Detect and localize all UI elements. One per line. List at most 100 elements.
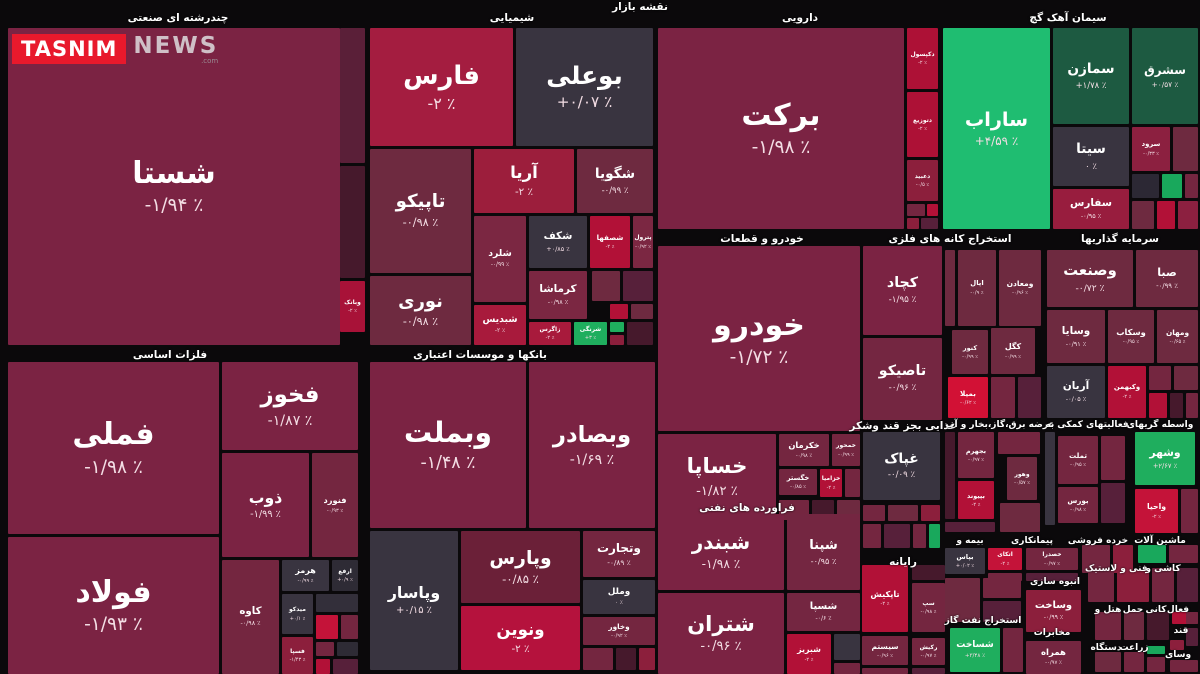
stock-tile[interactable]: سیستم -۰/۹۶ ٪ <box>862 636 908 665</box>
stock-tile[interactable]: ذوب -۱/۹۹ ٪ <box>222 453 309 557</box>
stock-tile[interactable]: خمحور -۰/۹۹ ٪ <box>832 434 860 466</box>
stock-tile[interactable]: بمیلا -۰/۶۲ ٪ <box>948 377 988 418</box>
stock-tile[interactable]: فسپا -۱/۴۳ ٪ <box>282 637 313 674</box>
stock-tile[interactable]: شگویا -۰/۹۹ ٪ <box>577 149 653 213</box>
stock-tile[interactable]: هرمز -۰/۹۹ ٪ <box>282 560 329 591</box>
stock-tile[interactable]: سشرق +۰/۵۷ ٪ <box>1132 28 1198 124</box>
stock-tile-small <box>1178 201 1198 229</box>
stock-name: دتوزیع <box>913 116 932 124</box>
stock-tile[interactable]: ارفع +۰/۹ ٪ <box>332 560 358 591</box>
stock-tile[interactable]: آریان -۰/۰۵ ٪ <box>1047 366 1105 418</box>
stock-tile[interactable]: وصنعت -۰/۷۲ ٪ <box>1047 250 1133 307</box>
section-header: استخراج نفت گاز <box>944 616 1022 626</box>
stock-tile[interactable]: وبصادر -۱/۶۹ ٪ <box>529 362 655 528</box>
stock-tile[interactable]: وپاسار +۰/۱۵ ٪ <box>370 531 458 670</box>
stock-change: -۲ ٪ <box>918 60 927 66</box>
stock-tile[interactable]: شساخت +۳/۴۸ ٪ <box>950 628 1000 672</box>
stock-tile[interactable]: سفارس -۰/۹۵ ٪ <box>1053 189 1129 229</box>
stock-tile[interactable]: کرماشا -۰/۹۸ ٪ <box>529 271 587 319</box>
stock-tile[interactable]: صبا -۰/۹۹ ٪ <box>1136 250 1198 307</box>
stock-tile[interactable]: دعبید -۰/۵ ٪ <box>907 160 938 201</box>
stock-tile[interactable]: شسپا -۰/۶ ٪ <box>787 593 860 631</box>
stock-tile[interactable]: خساپا -۱/۸۲ ٪ <box>658 434 776 520</box>
stock-tile[interactable]: شکف +۰/۸۵ ٪ <box>529 216 587 268</box>
stock-change: -۱/۹۹ ٪ <box>250 509 281 521</box>
stock-tile[interactable]: خزامیا -۲ ٪ <box>820 469 842 497</box>
stock-tile[interactable]: رکیش -۰/۹۷ ٪ <box>912 638 945 665</box>
stock-tile[interactable]: شصفها -۲ ٪ <box>590 216 630 268</box>
stock-tile[interactable]: وتجارت -۰/۸۹ ٪ <box>583 531 655 577</box>
stock-tile[interactable]: بجهرم -۰/۹۷ ٪ <box>958 432 994 478</box>
stock-tile[interactable]: ومهان -۰/۶۵ ٪ <box>1157 310 1198 363</box>
stock-tile[interactable]: تاپکیش -۲ ٪ <box>862 565 908 632</box>
stock-tile[interactable]: زاگرس -۲ ٪ <box>529 322 571 345</box>
stock-tile[interactable]: شبدیس -۲ ٪ <box>474 305 526 345</box>
stock-name: وبملت <box>403 416 492 450</box>
stock-tile[interactable]: تاصیکو -۰/۹۶ ٪ <box>863 338 942 420</box>
stock-tile[interactable]: خودرو -۱/۷۲ ٪ <box>658 246 860 431</box>
stock-tile[interactable]: وملل ۰ ٪ <box>583 580 655 614</box>
stock-change: -۲ ٪ <box>971 501 981 508</box>
stock-tile[interactable]: وخاور -۰/۹۲ ٪ <box>583 617 655 645</box>
stock-tile[interactable]: وهور -۰/۵۷ ٪ <box>1007 457 1037 500</box>
stock-name: بمیلا <box>960 388 976 398</box>
stock-tile[interactable]: دکپسول -۲ ٪ <box>907 28 938 89</box>
stock-tile[interactable]: شبریز -۲ ٪ <box>787 634 831 674</box>
stock-change: -۱/۷۲ ٪ <box>729 347 789 369</box>
stock-tile[interactable]: پترول -۰/۹۲ ٪ <box>633 216 653 268</box>
stock-tile[interactable]: شبندر -۱/۹۸ ٪ <box>658 514 784 590</box>
stock-tile[interactable]: شلرد -۰/۹۹ ٪ <box>474 216 526 302</box>
stock-tile[interactable]: ومعادن -۰/۹۶ ٪ <box>999 250 1041 326</box>
stock-tile[interactable]: وساخت -۰/۹۹ ٪ <box>1026 590 1081 632</box>
stock-tile[interactable]: فولاد -۱/۹۳ ٪ <box>8 537 219 674</box>
stock-tile[interactable]: اتکای -۲ ٪ <box>988 548 1022 570</box>
stock-tile[interactable]: بپاس +۰/۰۲ ٪ <box>945 548 985 574</box>
stock-tile[interactable]: تاپیکو -۰/۹۸ ٪ <box>370 149 471 273</box>
stock-tile[interactable]: سمازن +۱/۷۸ ٪ <box>1053 28 1129 124</box>
stock-tile[interactable]: فخوز -۱/۸۷ ٪ <box>222 362 358 450</box>
stock-tile[interactable]: وبانک -۲ ٪ <box>340 281 365 332</box>
stock-tile[interactable]: شتران -۰/۹۶ ٪ <box>658 593 784 674</box>
stock-tile[interactable]: ونوین -۲ ٪ <box>461 606 580 670</box>
stock-tile[interactable]: وسکاب -۰/۹۵ ٪ <box>1108 310 1154 363</box>
stock-tile[interactable]: شپنا -۰/۹۵ ٪ <box>787 514 860 590</box>
stock-tile[interactable]: بورس -۰/۹۸ ٪ <box>1058 487 1098 523</box>
stock-tile[interactable]: فنورد -۰/۹۳ ٪ <box>312 453 358 557</box>
stock-tile[interactable]: کگل -۰/۹۹ ٪ <box>991 328 1035 374</box>
stock-tile[interactable]: شستا -۱/۹۴ ٪ <box>8 28 340 345</box>
stock-tile[interactable]: میدکو +۰/۱ ٪ <box>282 594 313 634</box>
stock-tile[interactable]: همراه -۰/۹۷ ٪ <box>1026 641 1081 674</box>
stock-tile[interactable]: سیتا ۰ ٪ <box>1053 127 1129 186</box>
stock-tile[interactable]: ساراب +۴/۵۹ ٪ <box>943 28 1050 229</box>
stock-tile[interactable]: آریا -۲ ٪ <box>474 149 574 213</box>
stock-tile[interactable]: خصدرا -۰/۹۷ ٪ <box>1026 548 1078 570</box>
stock-tile[interactable]: بپیوند -۲ ٪ <box>958 481 994 519</box>
stock-tile[interactable]: فارس -۲ ٪ <box>370 28 513 146</box>
stock-tile[interactable]: وکبهمن -۲ ٪ <box>1108 366 1146 418</box>
stock-tile[interactable]: کنور -۰/۹۹ ٪ <box>952 330 988 374</box>
stock-tile[interactable]: واحیا -۲ ٪ <box>1135 489 1178 533</box>
stock-tile[interactable]: کچاد -۱/۹۵ ٪ <box>863 246 942 335</box>
stock-tile[interactable]: فملی -۱/۹۸ ٪ <box>8 362 219 534</box>
stock-tile[interactable]: خکرمان -۰/۹۸ ٪ <box>779 434 829 466</box>
stock-tile[interactable]: وشهر +۲/۶۷ ٪ <box>1135 432 1195 485</box>
stock-tile[interactable]: برکت -۱/۹۸ ٪ <box>658 28 904 229</box>
stock-tile[interactable]: وپارس -۰/۸۵ ٪ <box>461 531 580 603</box>
stock-tile[interactable]: وبملت -۱/۴۸ ٪ <box>370 362 526 528</box>
stock-tile[interactable]: تملت -۰/۹۵ ٪ <box>1058 436 1098 484</box>
stock-tile[interactable]: دتوزیع -۲ ٪ <box>907 92 938 157</box>
stock-tile[interactable]: اپال -۰/۹ ٪ <box>958 250 996 326</box>
stock-tile[interactable]: خگستر -۰/۸۵ ٪ <box>779 469 817 495</box>
stock-tile[interactable]: وسایا -۰/۹۱ ٪ <box>1047 310 1105 363</box>
stock-tile[interactable]: سپ -۰/۹۸ ٪ <box>912 583 945 632</box>
stock-tile[interactable]: کاوه -۰/۹۸ ٪ <box>222 560 279 674</box>
stock-tile[interactable]: شرنگی +۳ ٪ <box>574 322 607 345</box>
stock-tile-small <box>884 524 910 548</box>
section-header: شیمیایی <box>489 12 535 24</box>
stock-tile[interactable]: بوعلی +۰/۰۷ ٪ <box>516 28 653 146</box>
stock-tile-small <box>1186 628 1198 646</box>
stock-tile[interactable]: غپاک -۰/۰۹ ٪ <box>863 432 940 500</box>
stock-tile[interactable]: نوری -۰/۹۸ ٪ <box>370 276 471 345</box>
stock-tile[interactable]: سرود -۰/۳۳ ٪ <box>1132 127 1170 171</box>
stock-tile-small <box>1170 660 1198 672</box>
